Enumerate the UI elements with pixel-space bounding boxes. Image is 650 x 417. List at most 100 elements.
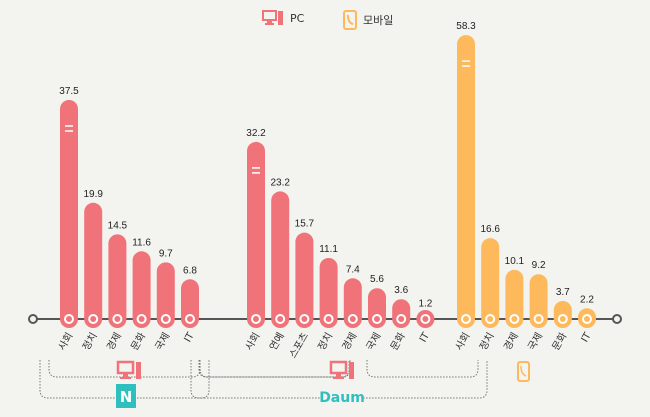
category-label: 정치 (80, 331, 100, 353)
bar-base (553, 310, 572, 328)
bar-base (481, 310, 500, 328)
bar-base (416, 310, 435, 328)
bar-base (60, 310, 78, 328)
stand (123, 374, 128, 377)
brace-naver-pc (48, 360, 201, 378)
bar-base (156, 310, 175, 328)
category-label: 정치 (477, 331, 497, 353)
brace-daum-mobile (366, 360, 479, 378)
legend-pc: PC (262, 10, 304, 26)
bar-base (392, 310, 411, 328)
category-label: 국제 (364, 331, 384, 353)
category-label: IT (183, 330, 198, 344)
value-label: 9.2 (532, 260, 546, 271)
pc-icon (329, 360, 354, 379)
value-label: 11.6 (132, 237, 151, 248)
bar-base-ring (251, 314, 261, 324)
value-label: 2.2 (580, 294, 594, 305)
bar-base-ring (396, 314, 407, 324)
value-label: 3.7 (556, 287, 570, 298)
stand (336, 374, 341, 377)
category-label: 국제 (526, 331, 546, 353)
bar-base (343, 310, 362, 328)
category-label: 연예 (267, 331, 287, 353)
bar-base-ring (420, 314, 431, 324)
bar-base-ring (372, 314, 382, 324)
pc-icon (116, 360, 141, 379)
monitor (116, 360, 135, 375)
value-label: 1.2 (418, 298, 432, 309)
bar-base-ring (509, 314, 520, 324)
bar (132, 251, 151, 319)
bar-base-ring (347, 314, 358, 324)
bar-base (295, 310, 314, 328)
tower (136, 362, 141, 379)
bar-base-ring (64, 314, 74, 324)
bar-base (457, 310, 475, 328)
legend-mobile: 모바일 (343, 10, 393, 30)
bar (247, 141, 265, 319)
category-label: 정치 (316, 331, 336, 353)
bar-base (181, 310, 199, 328)
bar (529, 274, 548, 319)
category-label: IT (418, 330, 433, 344)
handset (520, 365, 527, 377)
bar (181, 279, 199, 319)
bar (343, 278, 362, 319)
category-label: 경제 (501, 330, 521, 352)
bar-base-ring (160, 314, 171, 324)
bar-base (132, 310, 151, 328)
axis-end-left (28, 314, 38, 324)
bar-base-ring (557, 314, 568, 324)
bar-base (529, 310, 548, 328)
bar-base-ring (185, 314, 195, 324)
bar-base-ring (323, 314, 334, 324)
bar-base-ring (582, 314, 592, 324)
value-label: 11.1 (319, 244, 338, 255)
bar-base (247, 310, 265, 328)
monitor (329, 360, 348, 375)
category-label: 경제 (339, 330, 359, 352)
brace-daum-pc2 (198, 360, 351, 378)
category-label: 문화 (129, 331, 149, 353)
bar-base-ring (533, 314, 544, 324)
bar (457, 35, 475, 319)
category-label: 사회 (56, 331, 76, 353)
bar-base-ring (461, 314, 471, 324)
value-label: 58.3 (456, 21, 476, 32)
value-label: 37.5 (59, 86, 79, 97)
value-label: 3.6 (394, 285, 408, 296)
bar-base (108, 310, 127, 328)
category-label: 스포츠 (287, 331, 311, 361)
category-label: 문화 (550, 331, 570, 353)
bar-base (84, 310, 103, 328)
category-label: 사회 (453, 331, 473, 353)
category-label: 사회 (243, 331, 263, 353)
value-label: 9.7 (159, 248, 173, 259)
pc-icon (262, 10, 283, 25)
stand-base (333, 377, 344, 379)
bar-base (368, 310, 386, 328)
value-label: 10.1 (505, 256, 525, 267)
category-label: 경제 (104, 330, 124, 352)
category-label: 문화 (388, 331, 408, 353)
bar (156, 262, 175, 319)
daum-logo-bg (322, 388, 362, 404)
bar (319, 257, 338, 319)
bar-base-ring (88, 314, 99, 324)
value-label: 16.6 (480, 224, 500, 235)
bar-base-ring (485, 314, 496, 324)
value-label: 23.2 (270, 177, 290, 188)
stand-base (120, 377, 131, 379)
legend-mobile-label: 모바일 (363, 14, 394, 27)
mobile-icon (343, 10, 357, 30)
value-label: 32.2 (246, 128, 266, 139)
value-label: 5.6 (370, 274, 384, 285)
bar-base (505, 310, 524, 328)
bar-base (578, 310, 596, 328)
axis-end-right (612, 314, 622, 324)
category-label: IT (580, 330, 595, 344)
daum-logo-text: Daum (319, 390, 365, 406)
